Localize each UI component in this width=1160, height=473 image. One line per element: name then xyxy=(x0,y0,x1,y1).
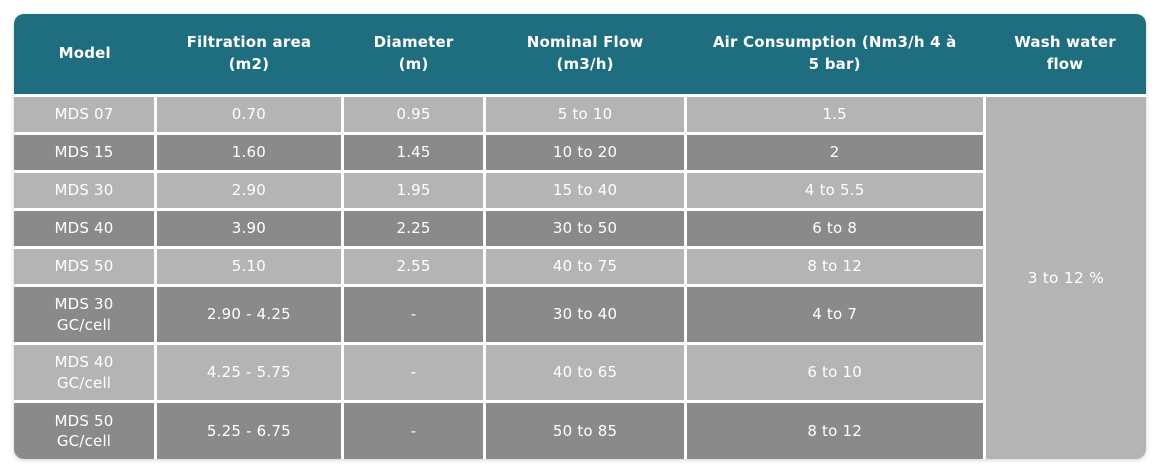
diameter-cell: 2.55 xyxy=(340,246,487,287)
diameter-cell: - xyxy=(340,342,487,403)
diameter-cell: 1.95 xyxy=(340,170,487,211)
diameter-cell: 0.95 xyxy=(340,94,487,135)
col-header-model: Model xyxy=(14,14,156,97)
air-consumption-cell: 2 xyxy=(683,132,986,173)
filtration-area-cell: 0.70 xyxy=(154,94,344,135)
col-header-diameter: Diameter (m) xyxy=(342,14,485,97)
col-header-air-consumption: Air Consumption (Nm3/h 4 à 5 bar) xyxy=(685,14,985,97)
model-cell: MDS 30 xyxy=(14,170,157,211)
air-consumption-cell: 8 to 12 xyxy=(683,246,986,287)
model-cell: MDS 40 xyxy=(14,208,157,249)
diameter-cell: - xyxy=(340,284,487,345)
table-row: MDS 07 0.70 0.95 5 to 10 1.5 3 to 12 % xyxy=(14,94,1146,459)
nominal-flow-cell: 5 to 10 xyxy=(483,94,687,135)
table-row: MDS 50 5.10 2.55 40 to 75 8 to 12 xyxy=(14,246,1146,287)
air-consumption-cell: 4 to 5.5 xyxy=(683,170,986,211)
col-header-nominal-flow: Nominal Flow (m3/h) xyxy=(484,14,686,97)
model-cell: MDS 30 GC/cell xyxy=(14,284,157,345)
nominal-flow-cell: 15 to 40 xyxy=(483,170,687,211)
air-consumption-cell: 6 to 10 xyxy=(683,342,986,403)
model-cell: MDS 40 GC/cell xyxy=(14,342,157,403)
filtration-area-cell: 5.10 xyxy=(154,246,344,287)
header-row: Model Filtration area (m2) Diameter (m) … xyxy=(14,14,1146,97)
model-cell: MDS 15 xyxy=(14,132,157,173)
model-cell: MDS 50 xyxy=(14,246,157,287)
diameter-cell: 1.45 xyxy=(340,132,487,173)
col-header-wash-water-flow: Wash water flow xyxy=(984,14,1146,97)
table-row: MDS 30 GC/cell 2.90 - 4.25 - 30 to 40 4 … xyxy=(14,284,1146,345)
wash-water-flow-cell: 3 to 12 % xyxy=(982,94,1146,459)
filtration-area-cell: 2.90 - 4.25 xyxy=(154,284,344,345)
model-cell: MDS 07 xyxy=(14,94,157,135)
filtration-area-cell: 5.25 - 6.75 xyxy=(154,400,344,459)
mds-spec-table: Model Filtration area (m2) Diameter (m) … xyxy=(14,14,1146,459)
filtration-area-cell: 3.90 xyxy=(154,208,344,249)
air-consumption-cell: 4 to 7 xyxy=(683,284,986,345)
diameter-cell: 2.25 xyxy=(340,208,487,249)
air-consumption-cell: 1.5 xyxy=(683,94,986,135)
spec-table-card: Model Filtration area (m2) Diameter (m) … xyxy=(14,14,1146,459)
table-row: MDS 30 2.90 1.95 15 to 40 4 to 5.5 xyxy=(14,170,1146,211)
filtration-area-cell: 4.25 - 5.75 xyxy=(154,342,344,403)
model-cell: MDS 50 GC/cell xyxy=(14,400,157,459)
filtration-area-cell: 1.60 xyxy=(154,132,344,173)
air-consumption-cell: 6 to 8 xyxy=(683,208,986,249)
nominal-flow-cell: 40 to 75 xyxy=(483,246,687,287)
nominal-flow-cell: 40 to 65 xyxy=(483,342,687,403)
nominal-flow-cell: 50 to 85 xyxy=(483,400,687,459)
table-row: MDS 15 1.60 1.45 10 to 20 2 xyxy=(14,132,1146,173)
table-row: MDS 40 GC/cell 4.25 - 5.75 - 40 to 65 6 … xyxy=(14,342,1146,403)
table-row: MDS 50 GC/cell 5.25 - 6.75 - 50 to 85 8 … xyxy=(14,400,1146,459)
nominal-flow-cell: 30 to 40 xyxy=(483,284,687,345)
table-row: MDS 40 3.90 2.25 30 to 50 6 to 8 xyxy=(14,208,1146,249)
nominal-flow-cell: 30 to 50 xyxy=(483,208,687,249)
filtration-area-cell: 2.90 xyxy=(154,170,344,211)
nominal-flow-cell: 10 to 20 xyxy=(483,132,687,173)
diameter-cell: - xyxy=(340,400,487,459)
air-consumption-cell: 8 to 12 xyxy=(683,400,986,459)
col-header-filtration-area: Filtration area (m2) xyxy=(155,14,343,97)
